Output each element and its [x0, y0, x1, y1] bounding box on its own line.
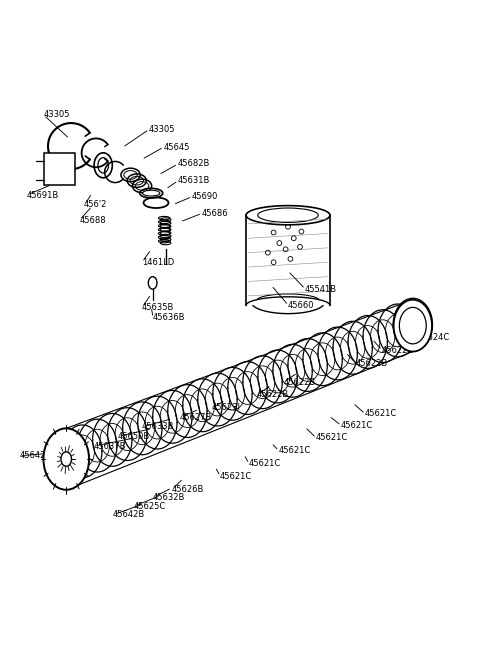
Text: 43305: 43305 [149, 125, 175, 134]
Text: 45626B: 45626B [172, 485, 204, 494]
Text: 45650B: 45650B [118, 432, 150, 441]
Text: 45625C: 45625C [133, 501, 166, 510]
Text: 45682B: 45682B [178, 160, 210, 168]
Ellipse shape [258, 208, 318, 223]
Text: 456'2: 456'2 [84, 200, 108, 209]
Text: 45686: 45686 [202, 209, 228, 218]
Text: 45642B: 45642B [113, 510, 145, 519]
Text: 45627B: 45627B [180, 413, 212, 422]
Ellipse shape [61, 452, 72, 466]
Text: 45635B: 45635B [142, 303, 174, 312]
Text: 45642B: 45642B [19, 451, 51, 460]
Text: 45621C: 45621C [341, 421, 373, 430]
Ellipse shape [143, 191, 160, 196]
Text: 45631B: 45631B [178, 176, 210, 185]
Ellipse shape [394, 300, 432, 351]
Text: 1461LD: 1461LD [142, 258, 174, 267]
Text: 45541B: 45541B [305, 284, 337, 294]
Text: 45621C: 45621C [220, 472, 252, 481]
Text: 45623I: 45623I [211, 403, 240, 412]
Text: 45633B: 45633B [142, 422, 174, 432]
Text: 45622B: 45622B [283, 378, 315, 387]
Text: 45622B: 45622B [382, 346, 414, 355]
Text: 45688: 45688 [79, 215, 106, 225]
Text: 45632B: 45632B [153, 493, 185, 502]
Ellipse shape [246, 206, 330, 225]
Text: 45624C: 45624C [418, 332, 450, 342]
Text: 45622B: 45622B [355, 359, 387, 367]
Text: 45621C: 45621C [249, 459, 281, 468]
Text: 45621C: 45621C [316, 434, 348, 442]
Text: 45622B: 45622B [257, 390, 289, 399]
Ellipse shape [399, 307, 426, 344]
Text: 45621C: 45621C [278, 446, 311, 455]
Text: 45636B: 45636B [153, 313, 185, 323]
Ellipse shape [44, 428, 89, 489]
Text: 45637B: 45637B [94, 442, 126, 451]
Text: 45691B: 45691B [26, 191, 59, 200]
Text: 45621C: 45621C [365, 409, 397, 419]
Text: 43305: 43305 [43, 110, 70, 120]
Text: 45690: 45690 [192, 192, 218, 201]
Text: 45645: 45645 [163, 143, 190, 152]
Text: 45660: 45660 [288, 301, 314, 310]
Bar [44, 153, 75, 185]
